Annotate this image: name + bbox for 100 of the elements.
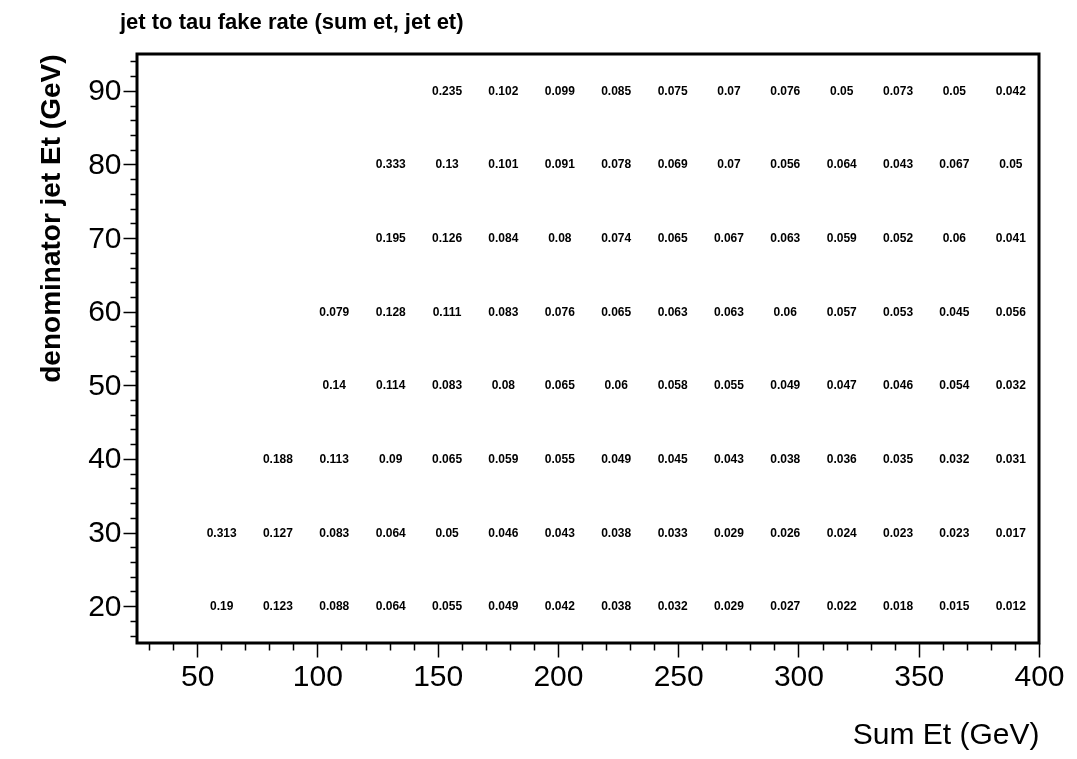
data-label: 0.088	[319, 599, 350, 614]
data-label: 0.055	[432, 599, 463, 614]
data-label: 0.057	[826, 304, 858, 319]
data-label: 0.076	[544, 304, 576, 319]
y-tick-label: 40	[88, 441, 122, 475]
data-label: 0.065	[432, 451, 463, 466]
data-label: 0.07	[717, 83, 741, 98]
data-label: 0.333	[375, 157, 407, 172]
data-label: 0.07	[717, 157, 741, 172]
x-tick-label: 400	[1014, 658, 1065, 692]
data-label: 0.027	[770, 599, 801, 614]
data-label: 0.059	[826, 231, 858, 246]
data-label: 0.042	[544, 599, 576, 614]
data-label: 0.023	[883, 525, 914, 540]
y-tick-label: 80	[88, 146, 122, 180]
data-label: 0.032	[995, 378, 1027, 393]
data-label: 0.111	[432, 304, 462, 319]
data-label: 0.19	[209, 599, 234, 614]
data-label: 0.083	[432, 378, 463, 393]
data-label: 0.13	[435, 157, 460, 172]
data-label: 0.024	[826, 525, 858, 540]
data-label: 0.128	[375, 304, 407, 319]
data-label: 0.023	[939, 525, 970, 540]
data-label: 0.195	[375, 231, 407, 246]
data-label: 0.05	[942, 83, 967, 98]
data-label: 0.14	[322, 378, 347, 393]
data-label: 0.035	[883, 451, 914, 466]
data-label: 0.043	[713, 451, 745, 466]
data-label: 0.064	[375, 599, 407, 614]
data-label: 0.074	[601, 231, 632, 246]
y-tick-label: 20	[88, 588, 122, 622]
data-label: 0.101	[488, 157, 519, 172]
data-label: 0.031	[995, 451, 1027, 466]
y-tick-label: 90	[88, 73, 122, 107]
data-label: 0.041	[995, 231, 1027, 246]
data-label: 0.058	[657, 378, 689, 393]
y-tick-label: 60	[88, 294, 122, 328]
data-label: 0.06	[942, 231, 967, 246]
data-label: 0.091	[544, 157, 576, 172]
data-label: 0.083	[319, 525, 350, 540]
data-label: 0.127	[262, 525, 294, 540]
data-label: 0.067	[939, 157, 970, 172]
x-tick-label: 150	[413, 658, 464, 692]
data-label: 0.056	[770, 157, 801, 172]
data-label: 0.032	[939, 451, 970, 466]
data-label: 0.046	[488, 525, 519, 540]
data-label: 0.05	[435, 525, 460, 540]
data-label: 0.015	[939, 599, 970, 614]
data-label: 0.08	[548, 231, 572, 246]
data-label: 0.235	[432, 83, 463, 98]
data-label: 0.059	[488, 451, 519, 466]
data-label: 0.063	[713, 304, 745, 319]
data-label: 0.043	[544, 525, 576, 540]
y-tick-label: 70	[88, 220, 122, 254]
data-label: 0.046	[883, 378, 914, 393]
data-label: 0.065	[601, 304, 632, 319]
data-label: 0.114	[376, 378, 406, 393]
data-label: 0.313	[206, 525, 238, 540]
x-tick-label: 250	[653, 658, 704, 692]
data-label: 0.029	[713, 525, 745, 540]
data-label: 0.036	[826, 451, 858, 466]
data-label: 0.063	[770, 231, 801, 246]
data-label: 0.188	[262, 451, 294, 466]
data-label: 0.076	[770, 83, 801, 98]
data-label: 0.049	[770, 378, 801, 393]
data-label: 0.126	[432, 231, 463, 246]
data-label: 0.049	[488, 599, 519, 614]
data-label: 0.045	[939, 304, 970, 319]
data-label: 0.073	[883, 83, 914, 98]
data-label: 0.026	[770, 525, 801, 540]
data-label: 0.075	[657, 83, 689, 98]
data-label: 0.018	[883, 599, 914, 614]
data-label: 0.017	[995, 525, 1027, 540]
data-label: 0.05	[999, 157, 1023, 172]
data-label: 0.055	[713, 378, 745, 393]
data-label: 0.079	[319, 304, 350, 319]
data-label: 0.064	[826, 157, 858, 172]
data-label: 0.065	[657, 231, 689, 246]
data-label: 0.064	[375, 525, 407, 540]
data-label: 0.029	[713, 599, 745, 614]
y-axis-title: denominator jet Et (GeV)	[35, 54, 67, 383]
data-label: 0.084	[488, 231, 519, 246]
data-label: 0.06	[604, 378, 629, 393]
data-label: 0.06	[773, 304, 798, 319]
data-label: 0.123	[262, 599, 294, 614]
y-tick-label: 50	[88, 367, 122, 401]
data-label: 0.055	[544, 451, 576, 466]
data-label: 0.032	[657, 599, 689, 614]
data-label: 0.085	[601, 83, 632, 98]
data-label: 0.05	[830, 83, 854, 98]
data-label: 0.012	[995, 599, 1027, 614]
x-axis-title: Sum Et (GeV)	[852, 716, 1040, 750]
y-tick-label: 30	[88, 515, 122, 549]
data-label: 0.113	[319, 451, 350, 466]
data-label: 0.049	[601, 451, 632, 466]
data-label: 0.033	[657, 525, 689, 540]
data-label: 0.099	[544, 83, 576, 98]
data-label: 0.069	[657, 157, 689, 172]
data-label: 0.047	[826, 378, 858, 393]
x-tick-label: 200	[533, 658, 584, 692]
